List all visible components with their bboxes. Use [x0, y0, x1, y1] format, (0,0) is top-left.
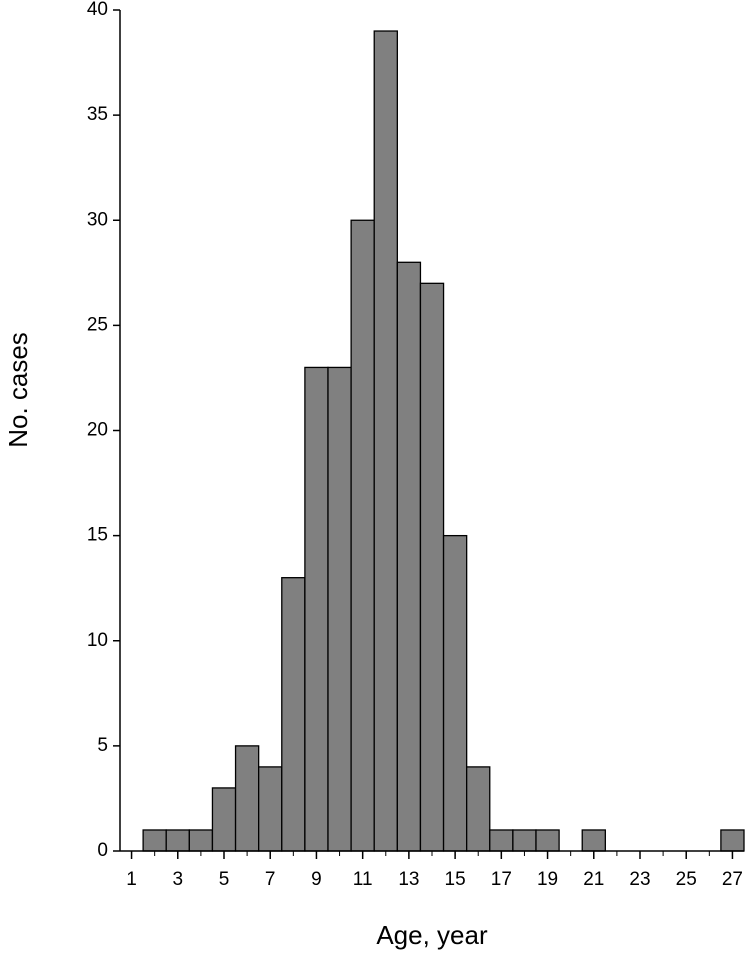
- y-tick-label: 35: [87, 104, 108, 125]
- bar: [258, 766, 283, 852]
- x-tick-label: 3: [172, 869, 183, 890]
- x-tick-label: 17: [491, 869, 512, 890]
- y-tick-label: 5: [97, 735, 108, 756]
- x-tick-label: 13: [398, 869, 419, 890]
- y-tick-label: 10: [87, 630, 108, 651]
- x-tick-label: 19: [537, 869, 558, 890]
- x-axis-title: Age, year: [376, 920, 488, 950]
- y-tick-label: 0: [97, 840, 108, 861]
- bar: [350, 219, 375, 852]
- y-tick-label: 15: [87, 525, 108, 546]
- bar: [142, 829, 167, 852]
- bar: [281, 577, 306, 852]
- bar: [165, 829, 190, 852]
- bar: [466, 766, 491, 852]
- bar: [419, 282, 445, 852]
- bar: [234, 745, 260, 852]
- bar: [327, 366, 352, 852]
- x-tick-label: 27: [722, 869, 743, 890]
- bar: [304, 366, 329, 852]
- x-tick-label: 9: [311, 869, 322, 890]
- x-tick-label: 11: [353, 869, 373, 890]
- bar: [535, 829, 560, 852]
- y-tick-label: 25: [87, 314, 108, 335]
- bar: [442, 534, 468, 852]
- x-tick-label: 23: [629, 869, 650, 890]
- bar: [489, 829, 514, 852]
- bar: [512, 829, 537, 852]
- y-tick-label: 20: [87, 420, 108, 441]
- y-tick-label: 40: [87, 0, 108, 20]
- bar: [581, 829, 606, 852]
- bar: [396, 261, 422, 852]
- x-tick-label: 15: [445, 869, 466, 890]
- bar: [211, 787, 237, 852]
- bar: [373, 30, 398, 852]
- y-tick-label: 30: [87, 209, 108, 230]
- x-tick-label: 1: [126, 869, 137, 890]
- bar: [188, 829, 214, 852]
- x-tick-label: 25: [676, 869, 697, 890]
- bar: [720, 829, 745, 852]
- x-tick-label: 7: [265, 869, 276, 890]
- x-tick-label: 5: [219, 869, 230, 890]
- y-axis-title: No. cases: [3, 332, 33, 448]
- x-tick-label: 21: [583, 869, 604, 890]
